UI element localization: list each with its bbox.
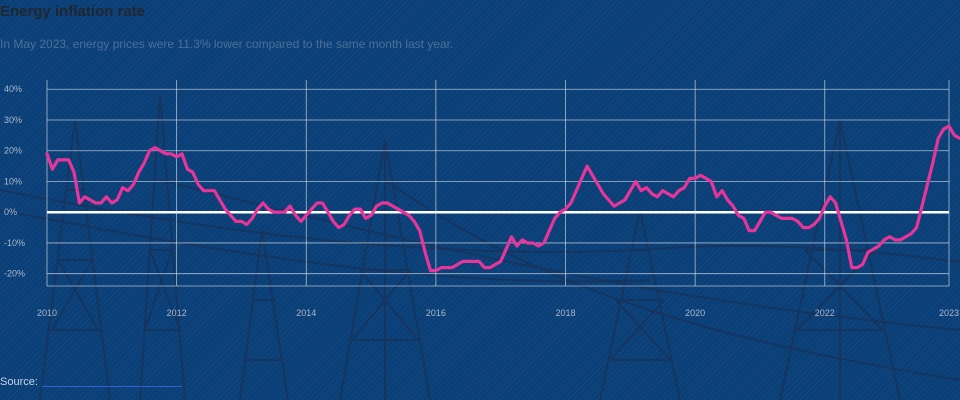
y-tick-label: -10% bbox=[4, 238, 25, 248]
x-axis: 2010 2012 2014 2016 2018 2020 2022 2023 bbox=[37, 308, 959, 318]
series bbox=[45, 124, 960, 273]
y-tick-label: 30% bbox=[4, 115, 22, 125]
y-tick-label: 20% bbox=[4, 146, 22, 156]
x-tick-label: 2023 bbox=[939, 308, 959, 318]
x-tick-label: 2012 bbox=[167, 308, 187, 318]
x-tick-label: 2018 bbox=[555, 308, 575, 318]
chart-grid bbox=[46, 80, 950, 287]
source-link[interactable] bbox=[41, 378, 182, 387]
y-tick-label: 10% bbox=[4, 176, 22, 186]
series-line bbox=[45, 124, 960, 273]
x-tick-label: 2014 bbox=[296, 308, 316, 318]
x-tick-label: 2022 bbox=[815, 308, 835, 318]
power-tower-illustration bbox=[0, 94, 960, 400]
x-tick-label: 2010 bbox=[37, 308, 57, 318]
y-tick-label: 40% bbox=[4, 84, 22, 94]
source-note: Source: bbox=[0, 376, 182, 388]
chart-title: Energy inflation rate bbox=[0, 3, 146, 20]
source-label: Source: bbox=[0, 376, 38, 388]
y-tick-label: -20% bbox=[4, 269, 25, 279]
y-axis: -20% -10% 0% 10% 20% 30% 40% bbox=[4, 84, 25, 278]
x-tick-label: 2016 bbox=[426, 308, 446, 318]
chart-subtitle: In May 2023, energy prices were 11.3% lo… bbox=[0, 37, 454, 51]
y-tick-label: 0% bbox=[4, 207, 17, 217]
x-tick-label: 2020 bbox=[685, 308, 705, 318]
